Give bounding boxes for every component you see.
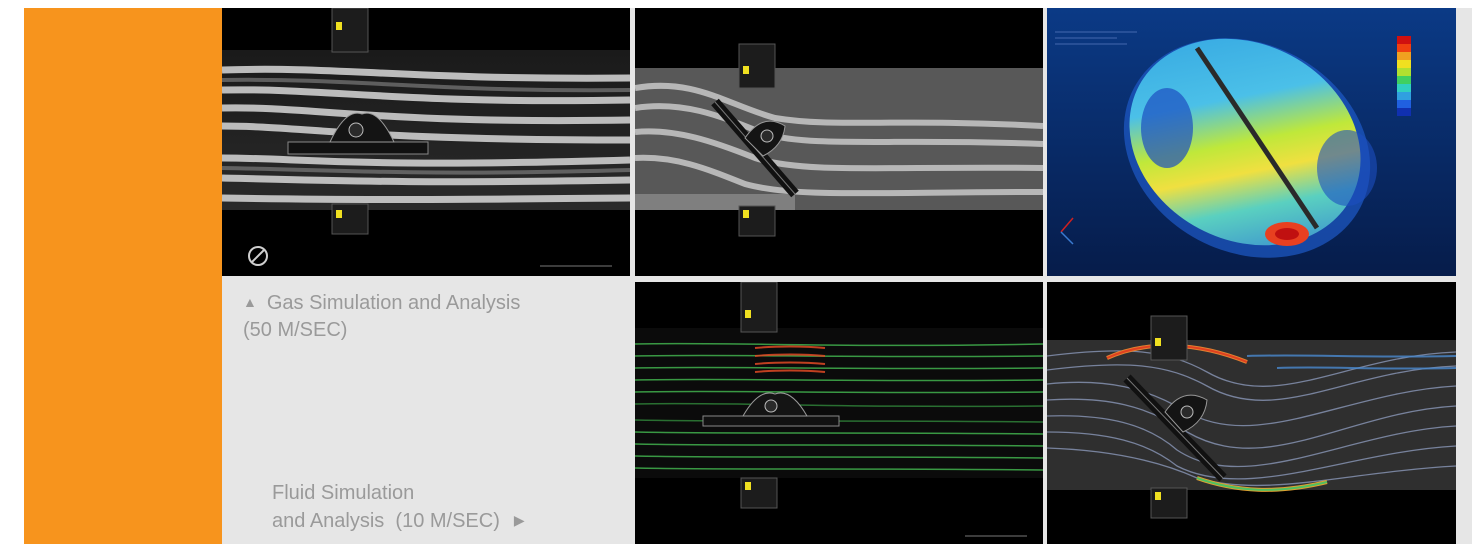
triangle-right-icon: ▶	[513, 512, 525, 528]
triangle-up-icon: ▲	[243, 294, 257, 310]
gas-caption-line2: (50 M/SEC)	[243, 319, 348, 341]
accent-bar	[24, 8, 222, 544]
gas-caption-line1: Gas Simulation and Analysis	[266, 292, 521, 314]
right-gray-strip	[1458, 8, 1472, 544]
fluid-simulation-horizontal-image	[635, 282, 1043, 544]
fluid-caption-line1: Fluid Simulation	[272, 482, 415, 504]
gas-simulation-horizontal-image	[222, 8, 630, 276]
stress-contour-image	[1047, 8, 1456, 276]
fluid-simulation-caption: Fluid Simulation and Analysis (10 M/SEC)…	[272, 480, 632, 535]
gas-simulation-caption: ▲ Gas Simulation and Analysis (50 M/SEC)	[243, 289, 623, 344]
gas-simulation-tilted-image	[635, 8, 1043, 276]
fluid-caption-line2: and Analysis (10 M/SEC)	[272, 510, 500, 532]
stress-legend	[1397, 36, 1411, 116]
fluid-simulation-tilted-image	[1047, 282, 1456, 544]
axis-triad-icon	[1060, 217, 1074, 245]
no-entry-icon	[248, 246, 268, 266]
